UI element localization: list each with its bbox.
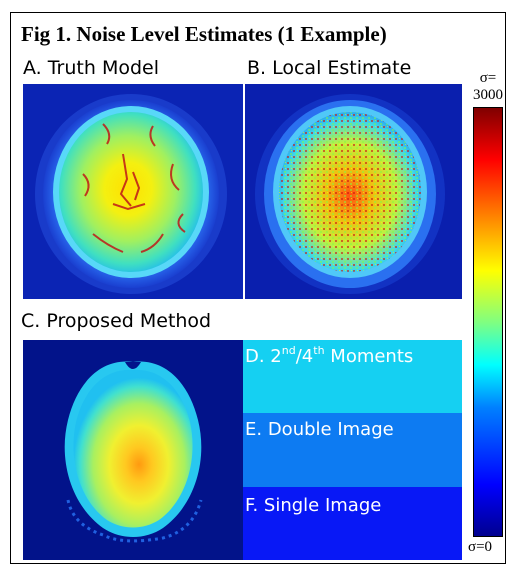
- panel-c-proposed-method-image: [23, 340, 243, 560]
- colorbar-sigma-label: σ=: [479, 70, 497, 86]
- local-estimate-brain-graphic: [245, 84, 462, 299]
- figure-title: Fig 1. Noise Level Estimates (1 Example): [21, 22, 387, 46]
- proposed-method-brain-graphic: [23, 340, 243, 560]
- band-d-mid: /4: [295, 346, 314, 367]
- colorbar: [473, 107, 503, 537]
- panel-b-label: B. Local Estimate: [247, 57, 412, 79]
- panel-a-label: A. Truth Model: [23, 57, 159, 79]
- band-d-superscript-nd: nd: [281, 344, 296, 357]
- band-d-superscript-th: th: [313, 344, 325, 357]
- colorbar-top-label: σ= 3000: [466, 70, 510, 104]
- band-f-single-image: F. Single Image: [243, 487, 462, 560]
- band-e-double-image: E. Double Image: [243, 413, 462, 487]
- band-d-moments: D. 2nd/4th Moments: [243, 340, 462, 413]
- band-d-suffix: Moments: [324, 346, 414, 367]
- colorbar-max-value: 3000: [473, 87, 503, 103]
- truth-model-brain-graphic: [23, 84, 243, 299]
- panel-a-truth-model-image: [23, 84, 243, 299]
- colorbar-bottom-label: σ=0: [468, 539, 493, 555]
- band-d-prefix: D. 2: [245, 346, 282, 367]
- panel-c-label: C. Proposed Method: [21, 310, 212, 332]
- panel-b-local-estimate-image: [245, 84, 462, 299]
